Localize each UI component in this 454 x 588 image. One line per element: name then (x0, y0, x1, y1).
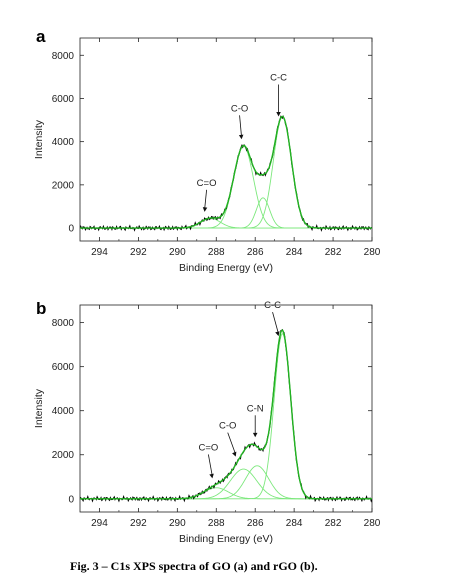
x-tick-label: 294 (91, 518, 108, 529)
figure-caption: Fig. 3 – C1s XPS spectra of GO (a) and r… (70, 559, 318, 573)
annotation-C-C: C-C (264, 300, 281, 311)
panel-a: a 294 292 290 288 286 284 282 280 0 2000 4000 6000 80… (33, 27, 381, 274)
component-peak-shoulder-2 (80, 197, 372, 229)
annotation-arrow-head (276, 112, 281, 117)
y-tick-label: 8000 (52, 51, 75, 62)
annotation-arrow-line (239, 115, 242, 138)
annotation-C-C: C-C (270, 73, 287, 84)
annotation-C-N: C-N (247, 403, 264, 414)
annotation-arrow-head (238, 134, 244, 140)
x-tick-label: 286 (247, 247, 264, 258)
component-peak-C-N (80, 465, 372, 500)
x-tick-label: 280 (364, 247, 381, 258)
x-axis-label: Binding Energy (eV) (179, 262, 273, 274)
annotation-CeqO: C=O (197, 178, 217, 189)
x-tick-label: 290 (169, 247, 186, 258)
annotation-arrow-line (204, 189, 207, 210)
annotation-arrow-line (227, 432, 237, 455)
panel-b: b 294 292 290 288 286 284 282 280 0 2000 4000 6000 80… (33, 299, 381, 545)
x-tick-label: 286 (247, 518, 264, 529)
fit-envelope (80, 115, 372, 229)
y-tick-label: 0 (68, 224, 74, 235)
curves (80, 328, 372, 503)
annotation-arrow-head (252, 432, 258, 438)
y-axis-label: Intensity (33, 119, 45, 159)
x-tick-label: 292 (130, 247, 147, 258)
component-peak-C-O (80, 468, 372, 500)
panel-letter-a: a (36, 27, 46, 46)
annotation-arrow-head (232, 451, 237, 457)
x-tick-label: 280 (364, 518, 381, 529)
experimental-spectrum (80, 328, 372, 503)
curves (80, 115, 372, 232)
annotation-C-O: C-O (219, 421, 236, 432)
experimental-spectrum (80, 115, 372, 232)
plot-frame (79, 304, 373, 513)
annotation-arrow-head (209, 473, 214, 479)
annotation-arrow-line (207, 454, 213, 477)
y-tick-label: 6000 (52, 362, 75, 373)
x-tick-label: 282 (325, 247, 342, 258)
x-tick-label: 282 (325, 518, 342, 529)
x-tick-label: 284 (286, 247, 303, 258)
y-tick-label: 2000 (52, 180, 75, 191)
x-axis-label: Binding Energy (eV) (179, 533, 273, 545)
x-tick-label: 288 (208, 247, 225, 258)
plot-frame (79, 37, 373, 242)
component-peak-C-C (80, 333, 372, 500)
fit-envelope (80, 329, 372, 500)
annotation-arrow-head (275, 331, 280, 337)
y-tick-label: 4000 (52, 137, 75, 148)
y-tick-label: 2000 (52, 450, 75, 461)
x-tick-label: 292 (130, 518, 147, 529)
y-axis-label: Intensity (33, 388, 45, 428)
component-peak-C=O (80, 217, 372, 229)
annotation-C-O: C-O (231, 103, 248, 114)
x-tick-label: 290 (169, 518, 186, 529)
component-peak-C-O (80, 145, 372, 229)
annotation-arrow-line (272, 312, 279, 335)
panel-letter-b: b (36, 299, 46, 318)
y-tick-label: 0 (68, 494, 74, 505)
y-tick-label: 4000 (52, 406, 75, 417)
y-tick-label: 6000 (52, 94, 75, 105)
x-tick-label: 294 (91, 247, 108, 258)
annotation-CeqO: C=O (198, 442, 218, 453)
x-tick-label: 284 (286, 518, 303, 529)
annotation-arrow-head (202, 207, 208, 212)
x-tick-label: 288 (208, 518, 225, 529)
y-tick-label: 8000 (52, 318, 75, 329)
